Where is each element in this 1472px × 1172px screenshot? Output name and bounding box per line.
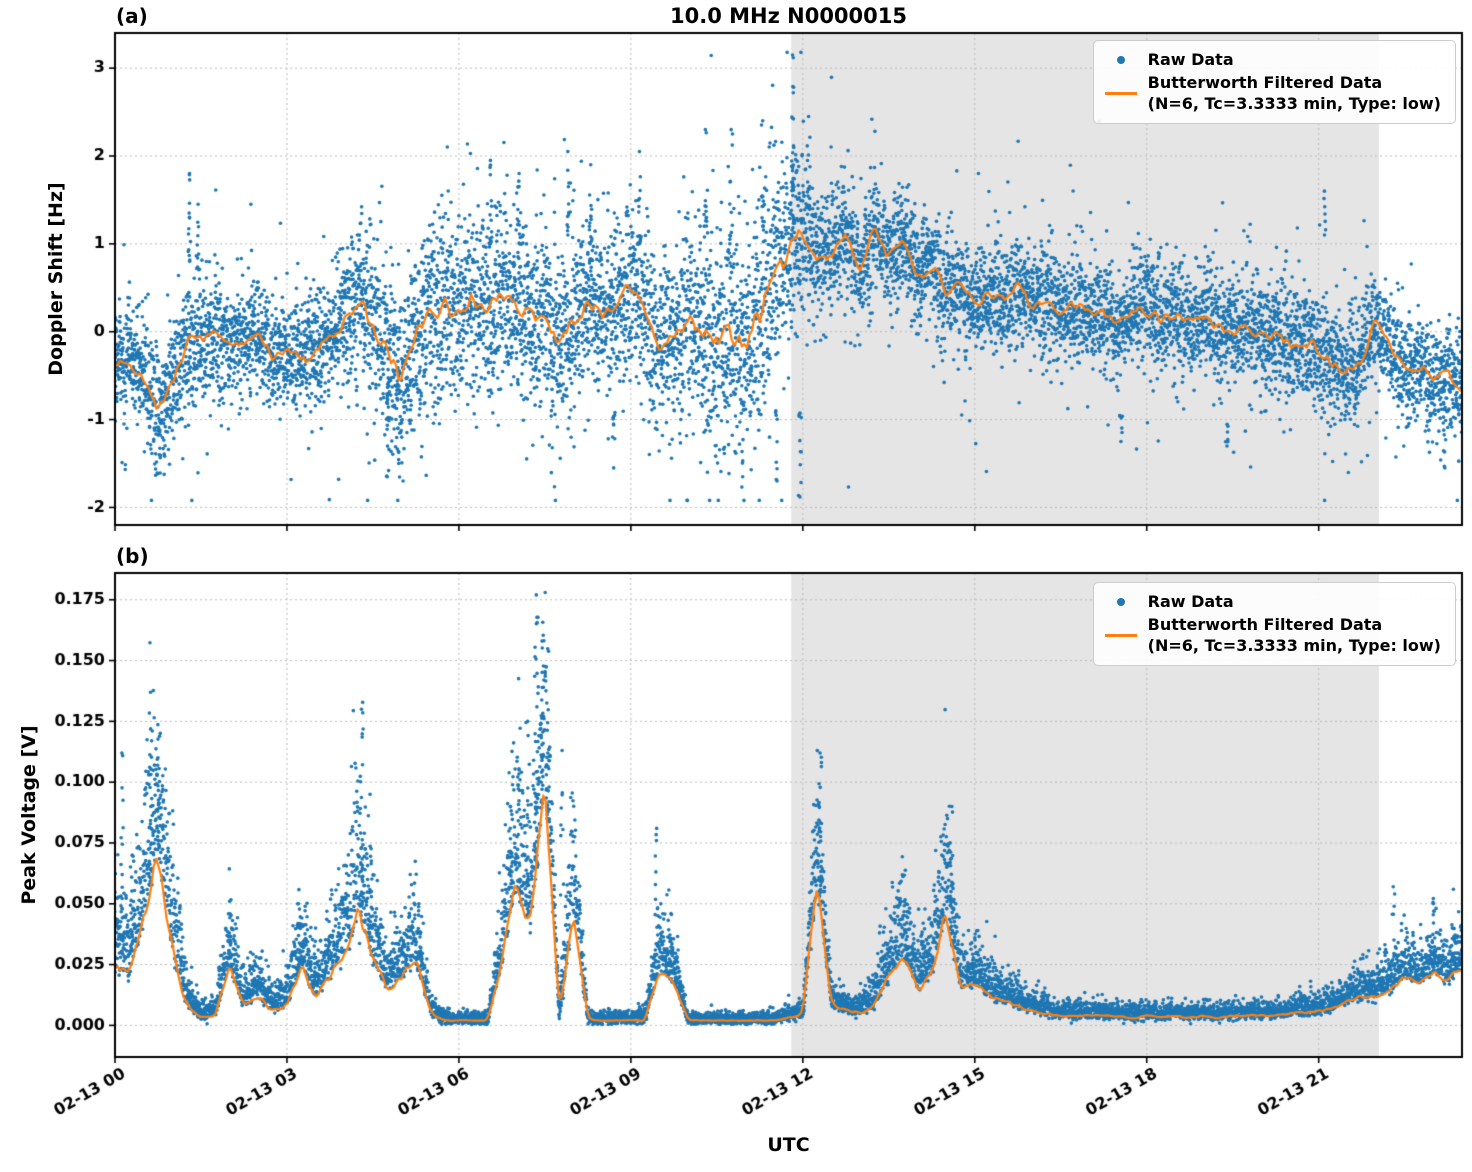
- filtered-data-legend-line2: (N=6, Tc=3.3333 min, Type: low): [1147, 93, 1441, 113]
- legend-panel-b: Raw Data Butterworth Filtered Data (N=6,…: [1092, 582, 1456, 667]
- raw-data-marker-icon: [1104, 56, 1138, 65]
- panel-b-y-axis-label: Peak Voltage [V]: [18, 725, 40, 905]
- filtered-data-marker-icon: [1104, 634, 1138, 638]
- legend-panel-a: Raw Data Butterworth Filtered Data (N=6,…: [1092, 40, 1456, 125]
- legend-entry-raw-data: Raw Data: [1104, 592, 1441, 613]
- raw-data-marker-icon: [1104, 598, 1138, 607]
- filtered-data-legend-line1: Butterworth Filtered Data: [1147, 614, 1383, 634]
- filtered-data-legend-label: Butterworth Filtered Data (N=6, Tc=3.333…: [1148, 73, 1441, 115]
- raw-data-legend-label: Raw Data: [1147, 592, 1234, 611]
- panel-b-letter: (b): [116, 544, 149, 568]
- panel-a-letter: (a): [116, 4, 148, 28]
- legend-entry-raw-data: Raw Data: [1104, 50, 1441, 71]
- filtered-data-legend-line1: Butterworth Filtered Data: [1147, 72, 1383, 92]
- x-axis-label: UTC: [767, 1134, 810, 1156]
- panel-a-y-axis-label: Doppler Shift [Hz]: [45, 182, 67, 376]
- legend-entry-filtered-data: Butterworth Filtered Data (N=6, Tc=3.333…: [1104, 615, 1441, 657]
- filtered-data-legend-line2: (N=6, Tc=3.3333 min, Type: low): [1147, 635, 1441, 655]
- chart-title: 10.0 MHz N0000015: [670, 4, 907, 28]
- filtered-data-marker-icon: [1104, 92, 1138, 96]
- filtered-data-legend-label: Butterworth Filtered Data (N=6, Tc=3.333…: [1148, 615, 1441, 657]
- legend-entry-filtered-data: Butterworth Filtered Data (N=6, Tc=3.333…: [1104, 73, 1441, 115]
- raw-data-legend-label: Raw Data: [1147, 50, 1234, 69]
